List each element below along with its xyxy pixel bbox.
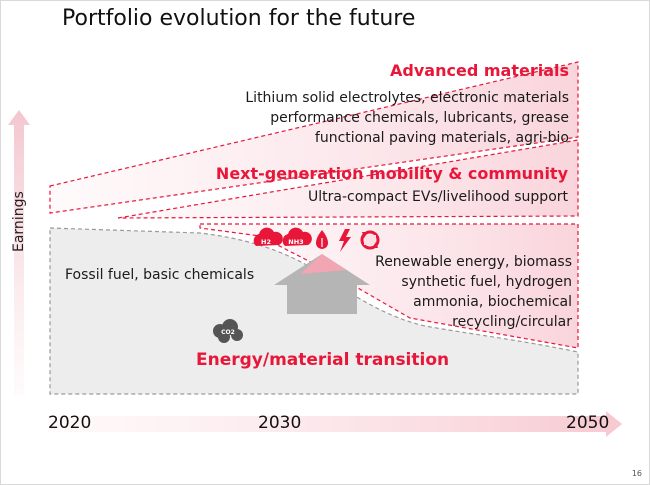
advanced-materials-heading: Advanced materials	[390, 61, 569, 80]
h2-cloud-icon: H2	[253, 227, 283, 246]
transition-arrow-tip	[300, 254, 346, 274]
recycle-icon	[360, 230, 380, 250]
year-2050: 2050	[566, 413, 610, 433]
page-number: 16	[631, 469, 642, 478]
nh3-icon-label: NH3	[288, 238, 303, 246]
transition-list: Renewable energy, biomass synthetic fuel…	[375, 252, 572, 332]
transition-arrow	[274, 254, 370, 314]
advanced-line: functional paving materials, agri-bio	[314, 130, 569, 146]
transition-heading: Energy/material transition	[196, 350, 450, 370]
earnings-axis-label: Earnings	[11, 191, 27, 252]
mobility-heading: Next-generation mobility & community	[215, 164, 568, 183]
transition-band	[199, 223, 579, 349]
transition-line: recycling/circular	[452, 314, 572, 330]
co2-cloud-icon: CO2	[213, 319, 243, 343]
advanced-line: performance chemicals, lubricants, greas…	[270, 110, 569, 126]
advanced-materials-list: Lithium solid electrolytes, electronic m…	[245, 88, 569, 148]
transition-line: ammonia, biochemical	[413, 294, 572, 310]
lightning-icon	[339, 229, 351, 252]
transition-line: Renewable energy, biomass	[375, 254, 572, 270]
leaf-drop-icon	[316, 230, 328, 249]
mobility-list: Ultra-compact EVs/livelihood support	[308, 187, 568, 207]
timeline-arrow	[48, 411, 622, 437]
earnings-axis-arrow	[8, 110, 30, 395]
nh3-cloud-icon: NH3	[282, 227, 312, 246]
mobility-line: Ultra-compact EVs/livelihood support	[308, 189, 568, 205]
advanced-line: Lithium solid electrolytes, electronic m…	[245, 90, 569, 106]
year-2030: 2030	[258, 413, 302, 433]
mobility-band	[117, 139, 579, 219]
advanced-materials-band	[49, 61, 579, 214]
fossil-fuel-label: Fossil fuel, basic chemicals	[65, 267, 255, 283]
year-2020: 2020	[48, 413, 92, 433]
co2-label: CO2	[221, 329, 235, 336]
h2-icon-label: H2	[261, 238, 271, 246]
slide-title: Portfolio evolution for the future	[62, 6, 416, 31]
transition-line: synthetic fuel, hydrogen	[401, 274, 572, 290]
